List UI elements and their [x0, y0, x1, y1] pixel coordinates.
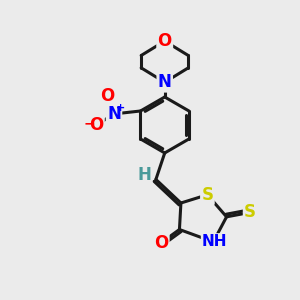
Text: NH: NH — [202, 234, 227, 249]
Text: N: N — [158, 73, 172, 91]
Text: S: S — [201, 186, 213, 204]
Text: O: O — [154, 234, 168, 252]
Text: −: − — [83, 117, 95, 130]
Text: O: O — [89, 116, 103, 134]
Text: +: + — [116, 103, 125, 113]
Text: S: S — [244, 203, 256, 221]
Text: O: O — [158, 32, 172, 50]
Text: O: O — [100, 87, 115, 105]
Text: N: N — [107, 105, 121, 123]
Text: H: H — [137, 166, 151, 184]
